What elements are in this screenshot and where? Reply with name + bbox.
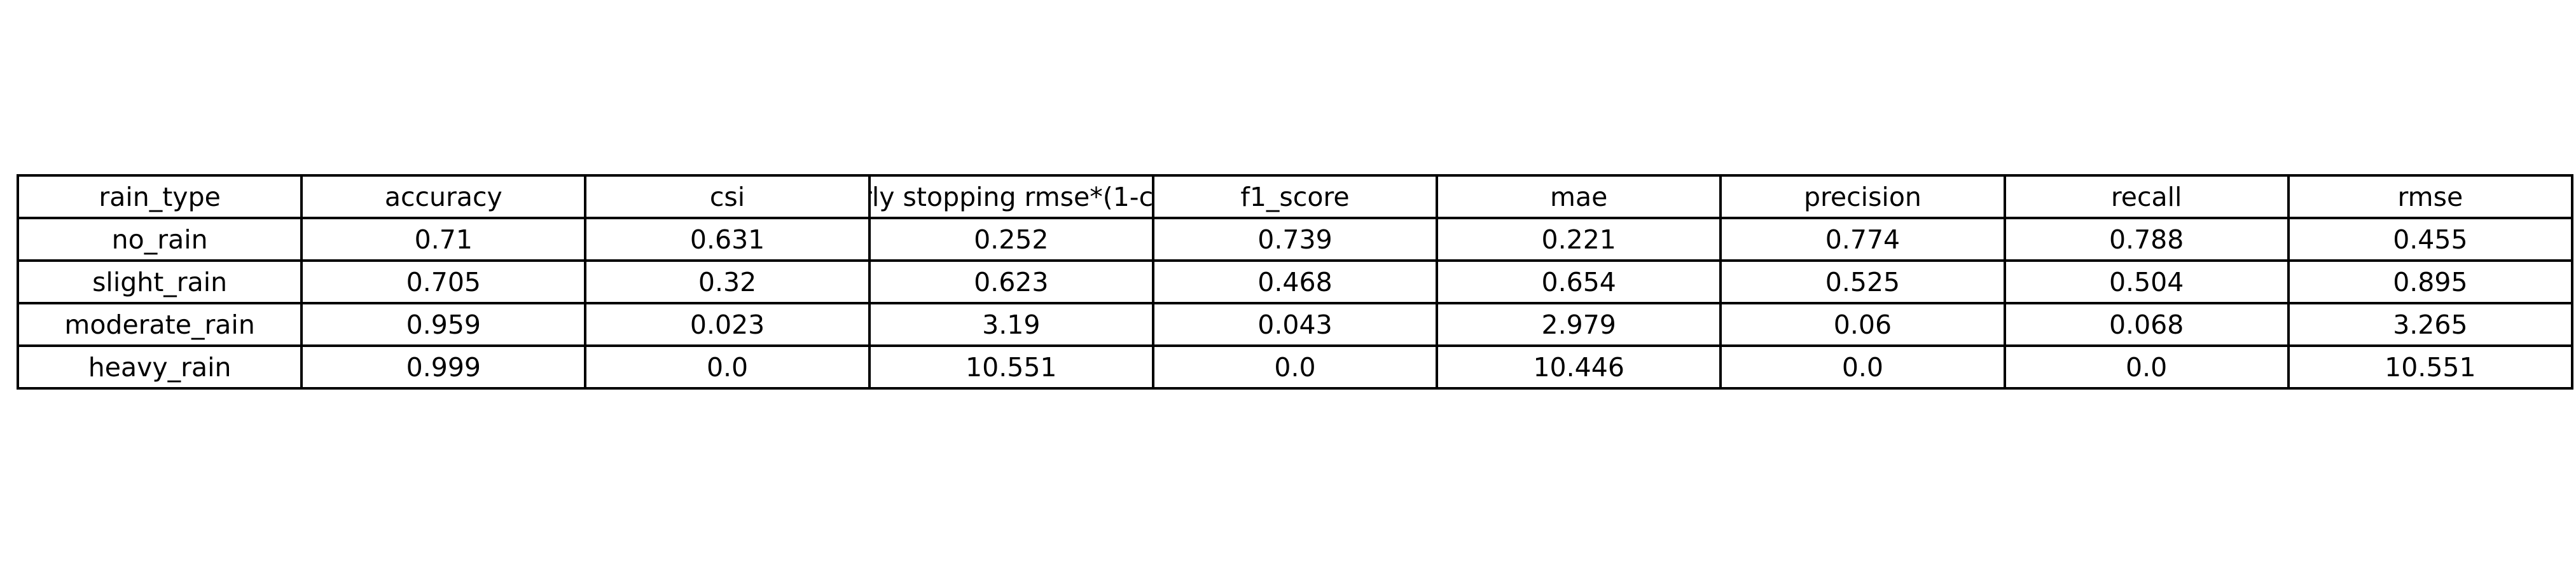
metrics-table: rain_type accuracy csi early stopping rm… [16,174,2574,390]
header-cell-accuracy: accuracy [300,174,587,219]
table-row: moderate_rain 0.959 0.023 3.19 0.043 2.9… [16,302,2574,347]
table-cell: 10.551 [868,344,1154,390]
table-cell: 0.959 [300,302,587,347]
header-text: f1_score [1240,181,1350,212]
table-cell: 0.068 [2003,302,2290,347]
header-cell-csi: csi [584,174,871,219]
header-cell-mae: mae [1436,174,1722,219]
table-cell: slight_rain [16,259,303,304]
table-cell: 0.525 [1719,259,2006,304]
table-cell: 0.0 [1719,344,2006,390]
table-cell: 0.06 [1719,302,2006,347]
header-cell-precision: precision [1719,174,2006,219]
table-cell: 0.504 [2003,259,2290,304]
table-cell: 0.468 [1151,259,1439,304]
table-cell: 0.71 [300,217,587,262]
table-cell: 0.32 [584,259,871,304]
table-cell: heavy_rain [16,344,303,390]
table-cell: 0.043 [1151,302,1439,347]
table-cell: 0.739 [1151,217,1439,262]
table-cell: no_rain [16,217,303,262]
table-cell: 0.252 [868,217,1154,262]
table-cell: 0.0 [2003,344,2290,390]
table-cell: 0.788 [2003,217,2290,262]
table-cell: 0.0 [1151,344,1439,390]
table-cell: 3.265 [2287,302,2574,347]
header-text: csi [709,181,745,212]
header-text: mae [1550,181,1608,212]
header-text: rain_type [99,181,221,212]
table-cell: 10.551 [2287,344,2574,390]
table-cell: 0.705 [300,259,587,304]
table-cell: moderate_rain [16,302,303,347]
header-text: recall [2110,181,2182,212]
table-row: slight_rain 0.705 0.32 0.623 0.468 0.654… [16,259,2574,304]
table-cell: 0.895 [2287,259,2574,304]
header-text: early stopping rmse*(1-c [871,181,1153,212]
table-cell: 0.774 [1719,217,2006,262]
header-cell-early-stopping: early stopping rmse*(1-c [868,174,1154,219]
table-row: no_rain 0.71 0.631 0.252 0.739 0.221 0.7… [16,217,2574,262]
header-cell-recall: recall [2003,174,2290,219]
table-cell: 0.221 [1436,217,1722,262]
table-cell: 3.19 [868,302,1154,347]
table-cell: 0.0 [584,344,871,390]
table-cell: 2.979 [1436,302,1722,347]
header-cell-rain-type: rain_type [16,174,303,219]
header-text: accuracy [384,181,502,212]
table-cell: 0.631 [584,217,871,262]
table-cell: 10.446 [1436,344,1722,390]
table-row: heavy_rain 0.999 0.0 10.551 0.0 10.446 0… [16,344,2574,390]
table-cell: 0.455 [2287,217,2574,262]
table-cell: 0.654 [1436,259,1722,304]
header-text: rmse [2397,181,2463,212]
header-cell-f1-score: f1_score [1151,174,1439,219]
table-cell: 0.023 [584,302,871,347]
header-text: precision [1803,181,1922,212]
table-cell: 0.623 [868,259,1154,304]
header-cell-rmse: rmse [2287,174,2574,219]
table-header-row: rain_type accuracy csi early stopping rm… [16,174,2574,219]
table-cell: 0.999 [300,344,587,390]
